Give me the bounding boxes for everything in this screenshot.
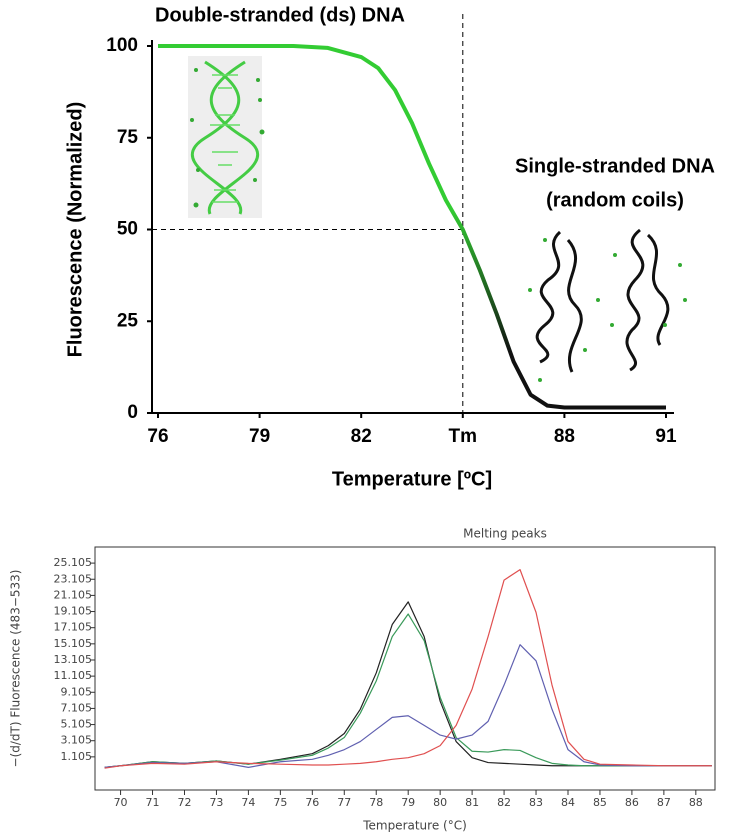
x-tick-label: 84 xyxy=(561,796,575,809)
x-axis-label: Temperature [ºC] xyxy=(332,468,492,490)
x-tick-label: 88 xyxy=(689,796,703,809)
y-tick-label: 5.105 xyxy=(61,718,93,731)
x-tick-label: 74 xyxy=(241,796,255,809)
plot-frame xyxy=(94,546,716,791)
data-line xyxy=(104,601,712,768)
x-tick-label: Tm xyxy=(449,426,478,447)
y-tick-label: 1.105 xyxy=(61,750,93,763)
x-tick-label: 73 xyxy=(209,796,223,809)
x-tick-label: 83 xyxy=(529,796,543,809)
data-line xyxy=(104,613,712,768)
y-axis-label: Fluorescence (Normalized) xyxy=(64,102,86,358)
y-tick-label: 15.105 xyxy=(54,637,93,650)
y-tick-label: 13.105 xyxy=(54,653,93,666)
y-tick-label: 7.105 xyxy=(61,701,93,714)
x-tick-label: 87 xyxy=(657,796,671,809)
x-tick-label: 81 xyxy=(465,796,479,809)
x-tick-label: 91 xyxy=(655,426,677,447)
x-tick-label: 70 xyxy=(114,796,128,809)
annotation: Single-stranded DNA xyxy=(515,155,715,177)
y-tick-label: 23.105 xyxy=(54,572,93,585)
x-tick-label: 88 xyxy=(554,426,575,447)
chart-title: Melting peaks xyxy=(463,527,547,541)
coil-dots xyxy=(528,238,687,382)
y-tick-label: 19.105 xyxy=(54,605,93,618)
y-tick-label: 11.105 xyxy=(54,669,93,682)
y-tick-label: 25 xyxy=(117,310,139,331)
x-tick-label: 71 xyxy=(146,796,160,809)
x-tick-label: 79 xyxy=(249,426,270,447)
x-tick-label: 77 xyxy=(337,796,351,809)
x-tick-label: 72 xyxy=(177,796,191,809)
x-tick-label: 86 xyxy=(625,796,639,809)
y-axis-label: −(d/dT) Fluorescence (483−533) xyxy=(9,570,23,768)
y-tick-label: 0 xyxy=(127,402,138,423)
x-tick-label: 85 xyxy=(593,796,607,809)
y-tick-label: 25.105 xyxy=(54,556,93,569)
x-tick-label: 82 xyxy=(351,426,372,447)
x-tick-label: 80 xyxy=(433,796,447,809)
y-tick-label: 100 xyxy=(106,35,138,56)
dna-helix-illustration xyxy=(188,56,265,218)
data-line xyxy=(104,569,712,769)
data-line xyxy=(158,44,666,410)
x-tick-label: 75 xyxy=(273,796,287,809)
x-tick-label: 79 xyxy=(401,796,415,809)
chart-title: Double-stranded (ds) DNA xyxy=(155,4,405,26)
x-tick-label: 76 xyxy=(147,426,168,447)
y-tick-label: 3.105 xyxy=(61,734,93,747)
x-tick-label: 76 xyxy=(305,796,319,809)
y-tick-label: 21.105 xyxy=(54,588,93,601)
random-coils-illustration xyxy=(535,228,670,373)
x-tick-label: 82 xyxy=(497,796,511,809)
y-tick-label: 75 xyxy=(117,127,139,148)
x-tick-label: 78 xyxy=(369,796,383,809)
annotation: (random coils) xyxy=(546,189,684,211)
y-tick-label: 17.105 xyxy=(54,621,93,634)
x-axis-label: Temperature (°C) xyxy=(362,819,467,833)
y-tick-label: 50 xyxy=(117,219,138,240)
data-line xyxy=(104,644,712,768)
y-tick-label: 9.105 xyxy=(61,685,93,698)
